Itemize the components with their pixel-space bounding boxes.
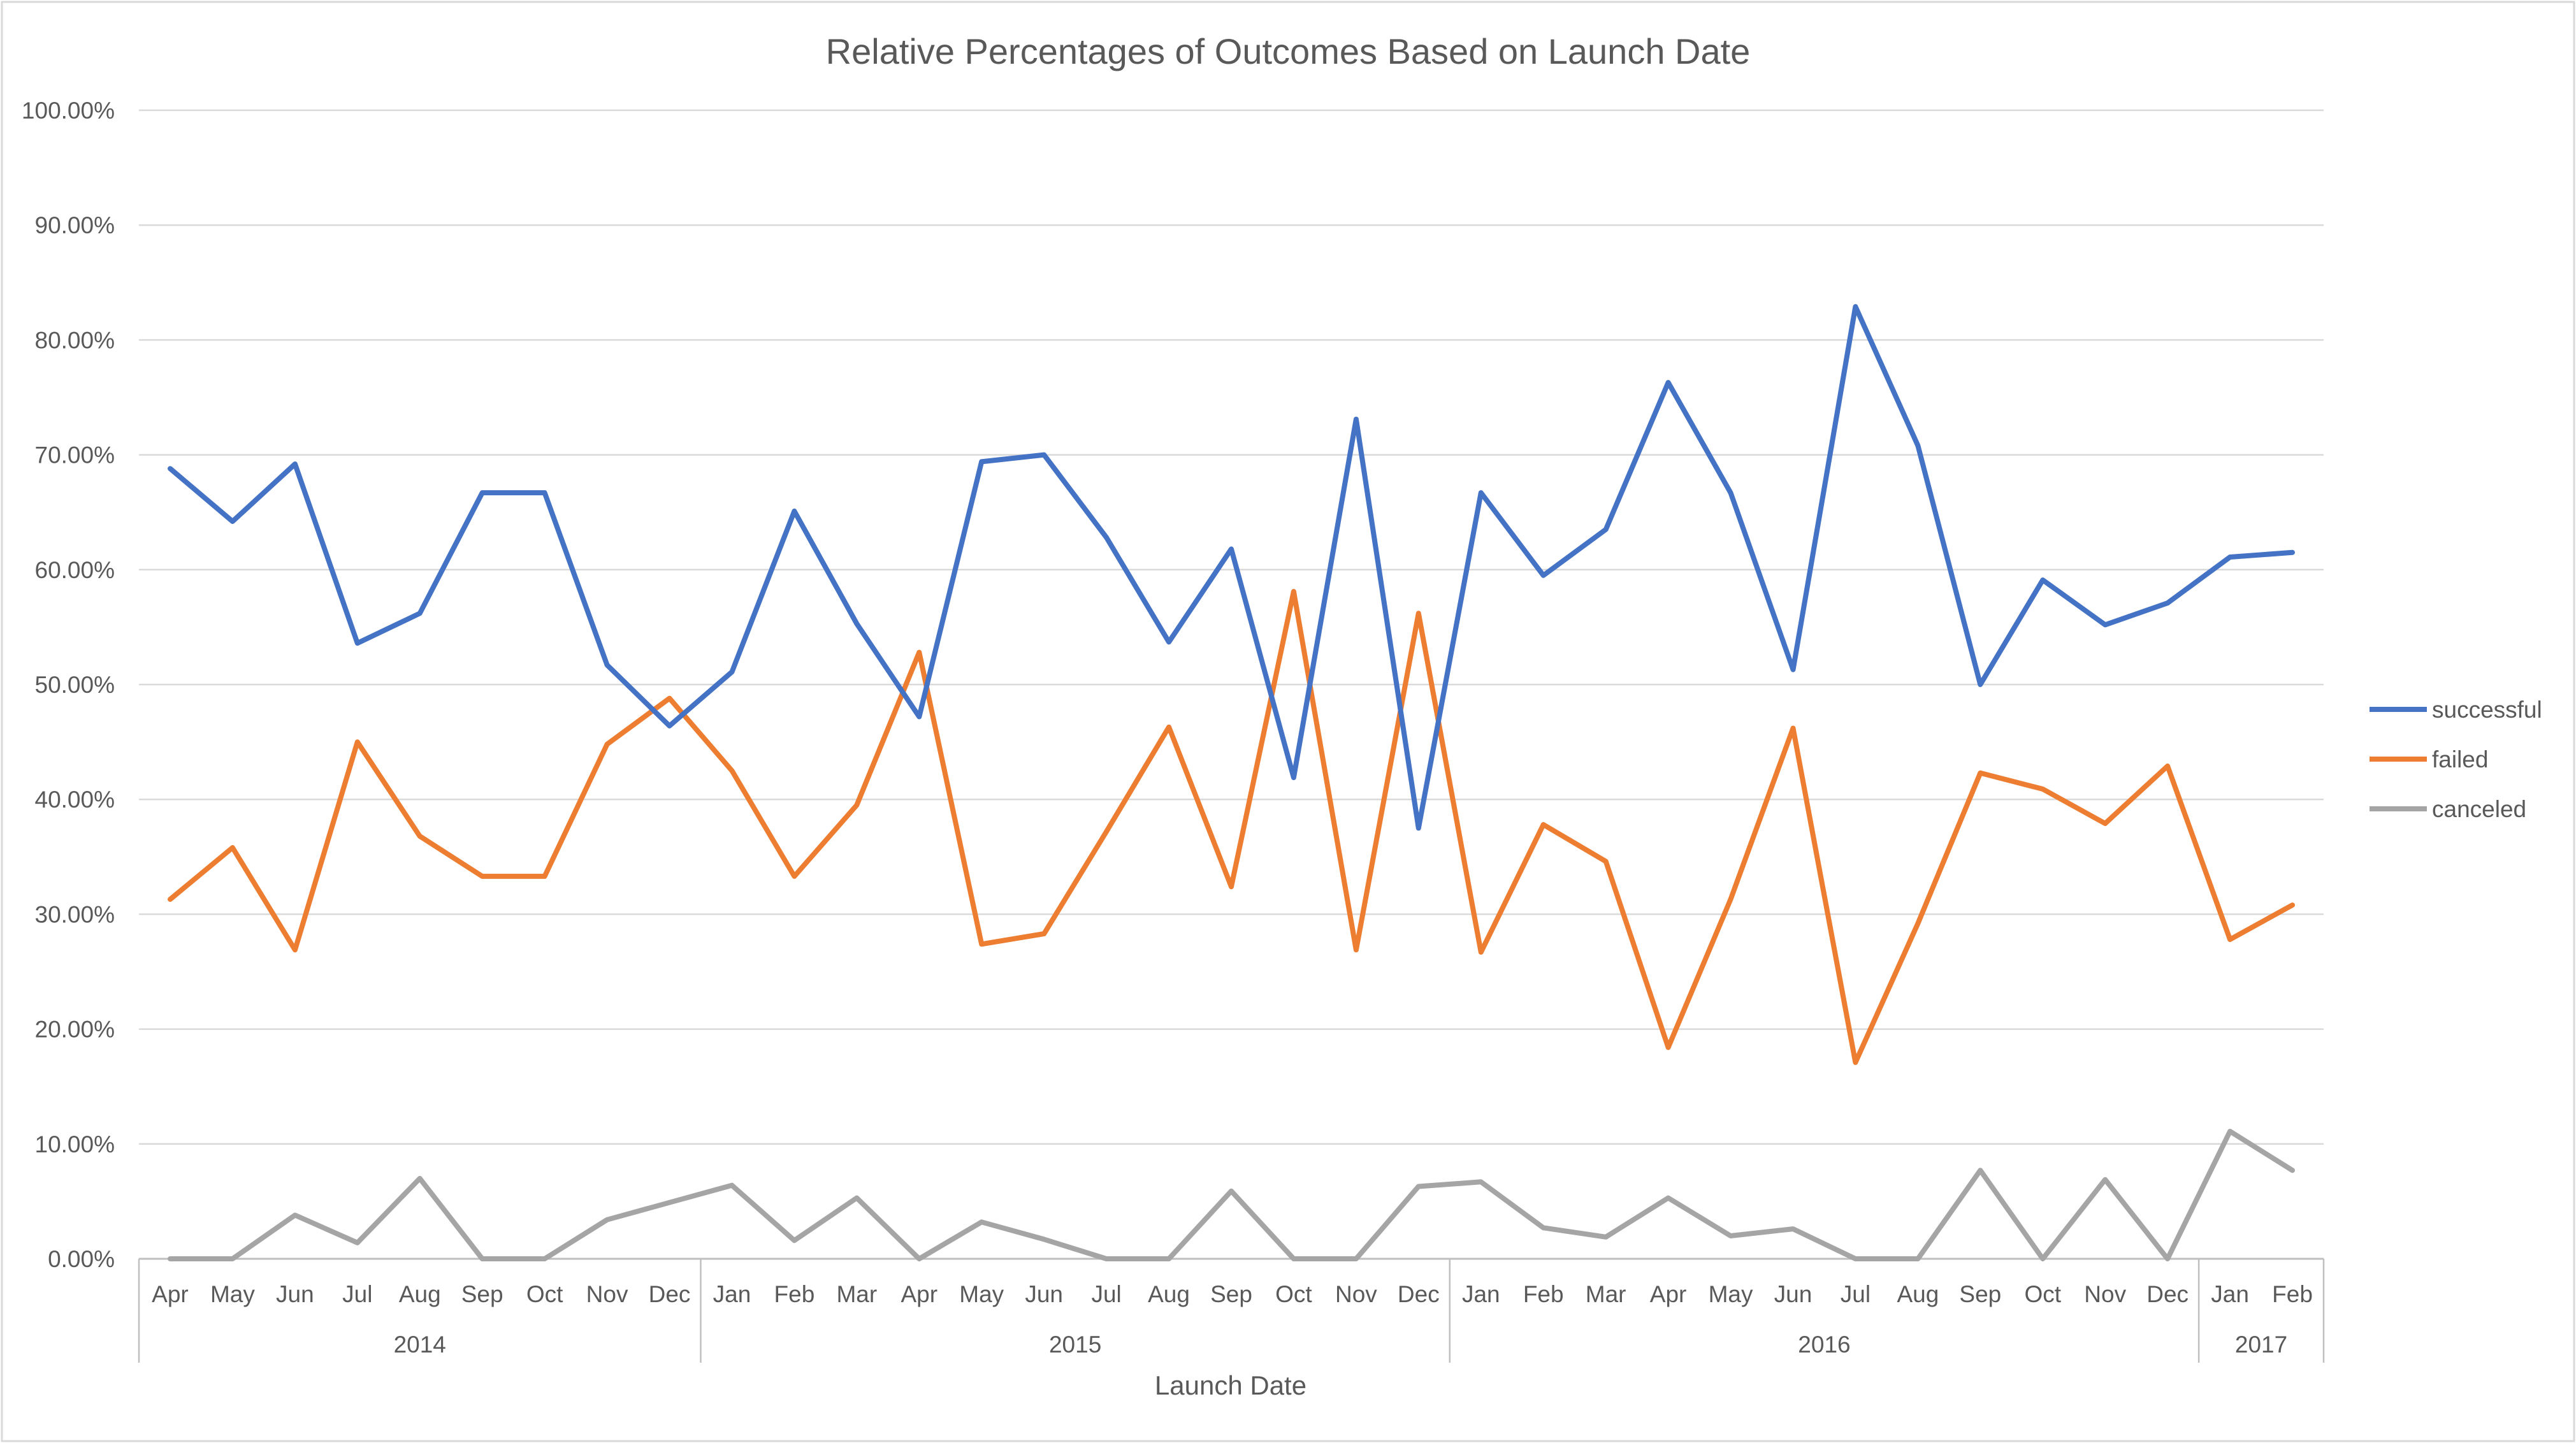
x-tick-label: Sep: [1959, 1281, 2001, 1307]
chart-title: Relative Percentages of Outcomes Based o…: [826, 31, 1751, 71]
x-tick-label: Mar: [836, 1281, 877, 1307]
x-tick-label: Jun: [1774, 1281, 1813, 1307]
x-tick-label: Jul: [342, 1281, 372, 1307]
x-tick-label: Sep: [461, 1281, 503, 1307]
x-tick-label: Jan: [2211, 1281, 2249, 1307]
x-tick-label: May: [210, 1281, 255, 1307]
x-tick-label: Oct: [526, 1281, 563, 1307]
x-tick-label: Feb: [774, 1281, 815, 1307]
x-tick-label: Aug: [1148, 1281, 1190, 1307]
x-tick-label: May: [1709, 1281, 1753, 1307]
x-tick-label: Dec: [2146, 1281, 2189, 1307]
x-tick-label: Oct: [1275, 1281, 1312, 1307]
gridlines: [139, 109, 2324, 1145]
x-tick-label: Jun: [276, 1281, 314, 1307]
x-tick-label: Apr: [152, 1281, 189, 1307]
y-tick-label: 40.00%: [35, 787, 115, 813]
series-line-failed: [168, 589, 2295, 1065]
y-tick-label: 0.00%: [48, 1246, 115, 1272]
y-tick-label: 90.00%: [35, 212, 115, 238]
x-tick-label: Nov: [586, 1281, 628, 1307]
x-tick-label: Nov: [1335, 1281, 1377, 1307]
x-tick-label: Jul: [1091, 1281, 1121, 1307]
x-tick-label: Jan: [713, 1281, 751, 1307]
legend-label-canceled: canceled: [2432, 796, 2526, 822]
year-group-label: 2017: [2235, 1331, 2287, 1358]
y-tick-label: 20.00%: [35, 1017, 115, 1043]
x-tick-label: Aug: [1897, 1281, 1939, 1307]
x-tick-label: Apr: [1650, 1281, 1687, 1307]
x-tick-label: Mar: [1586, 1281, 1626, 1307]
y-tick-label: 60.00%: [35, 557, 115, 583]
x-tick-label: Dec: [1398, 1281, 1440, 1307]
year-group-label: 2015: [1049, 1331, 1101, 1358]
series-lines: [168, 304, 2295, 1261]
x-tick-label: Jan: [1462, 1281, 1500, 1307]
y-tick-label: 100.00%: [22, 98, 115, 124]
x-tick-label: Dec: [649, 1281, 691, 1307]
y-tick-label: 10.00%: [35, 1131, 115, 1157]
legend-label-successful: successful: [2432, 697, 2542, 723]
x-tick-label: Feb: [2272, 1281, 2313, 1307]
x-tick-label: Oct: [2024, 1281, 2061, 1307]
legend: successful failed canceled: [2370, 697, 2542, 822]
y-tick-label: 80.00%: [35, 327, 115, 353]
x-tick-label: Jun: [1025, 1281, 1063, 1307]
x-axis-title: Launch Date: [1155, 1370, 1306, 1400]
y-tick-label: 50.00%: [35, 672, 115, 698]
y-tick-label: 30.00%: [35, 901, 115, 927]
y-axis-ticks: 0.00% 10.00% 20.00% 30.00% 40.00% 50.00% 60.00…: [22, 98, 115, 1272]
x-tick-label: Aug: [399, 1281, 441, 1307]
x-tick-label: Feb: [1523, 1281, 1564, 1307]
x-tick-label: Nov: [2084, 1281, 2126, 1307]
x-tick-label: Apr: [901, 1281, 937, 1307]
y-tick-label: 70.00%: [35, 442, 115, 468]
series-line-successful: [168, 304, 2295, 831]
x-tick-label: May: [959, 1281, 1004, 1307]
x-tick-label: Sep: [1210, 1281, 1252, 1307]
year-group-label: 2016: [1798, 1331, 1850, 1358]
year-group-label: 2014: [394, 1331, 446, 1358]
legend-label-failed: failed: [2432, 746, 2488, 772]
x-axis: Apr May Jun Jul Aug Sep Oct Nov Dec Jan Feb Mar Apr M…: [138, 1258, 2325, 1363]
series-line-canceled: [168, 1129, 2295, 1261]
x-tick-label: Jul: [1841, 1281, 1870, 1307]
